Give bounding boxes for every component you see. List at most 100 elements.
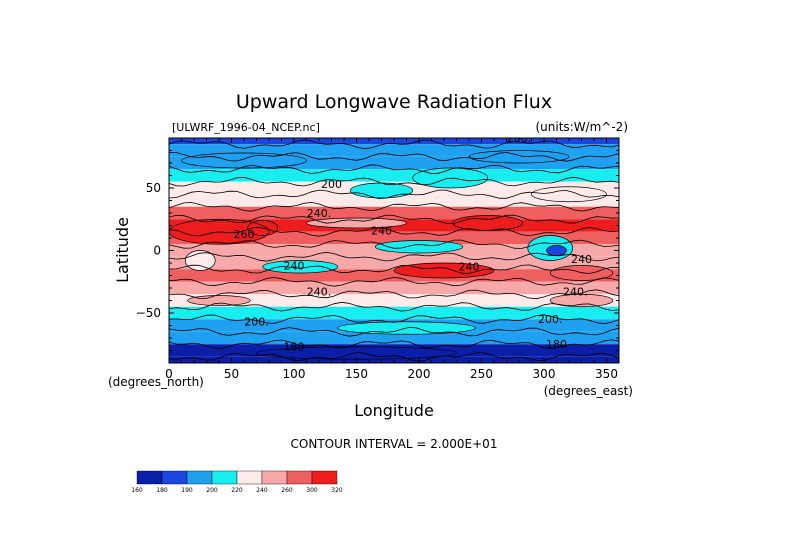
contour-line xyxy=(169,189,619,200)
x-tick-label: 100 xyxy=(283,367,306,381)
contour-label: 200 xyxy=(321,178,342,191)
contour-line xyxy=(247,220,279,236)
colorbar-swatch xyxy=(236,470,263,485)
colorbar-swatch xyxy=(211,470,238,485)
x-tick-label: 250 xyxy=(470,367,493,381)
colorbar-label: 200 xyxy=(206,487,218,494)
flux-band xyxy=(169,206,619,220)
flux-band xyxy=(169,138,619,145)
contour-interval-label: CONTOUR INTERVAL = 2.000E+01 xyxy=(291,437,498,451)
contour-label: 200. xyxy=(244,316,269,329)
contour-line xyxy=(169,276,619,287)
contour-line xyxy=(184,250,216,271)
colorbar-swatch xyxy=(186,470,213,485)
x-tick-label: 300 xyxy=(533,367,556,381)
contour-line xyxy=(337,321,476,335)
colorbar-label: 220 xyxy=(231,487,243,494)
units-label: (units:W/m^-2) xyxy=(535,120,628,134)
flux-patch xyxy=(531,186,607,202)
x-tick-label: 350 xyxy=(595,367,618,381)
x-axis-label: Longitude xyxy=(354,401,434,420)
contour-label: 240. xyxy=(307,207,332,220)
colorbar-label: 320 xyxy=(331,487,343,494)
contour-line xyxy=(468,150,570,164)
flux-patch xyxy=(452,215,523,231)
colorbar-swatch xyxy=(286,470,313,485)
contour-line xyxy=(262,260,339,274)
colorbar-swatch xyxy=(311,470,338,485)
contour-label: 200. xyxy=(538,313,563,326)
flux-patch xyxy=(375,240,463,253)
x-tick-label: 0 xyxy=(165,367,173,381)
colorbar-label: 160 xyxy=(131,487,143,494)
contour-label: 240 xyxy=(371,224,392,237)
flux-band xyxy=(169,169,619,182)
y-tick-label: 0 xyxy=(153,244,161,258)
x-tick-label: 150 xyxy=(345,367,368,381)
flux-patch xyxy=(262,260,338,273)
contour-line xyxy=(169,164,619,174)
flux-patch xyxy=(256,346,457,360)
file-label: [ULWRF_1996-04_NCEP.nc] xyxy=(172,121,320,134)
flux-band xyxy=(169,194,619,207)
contour-line xyxy=(169,314,619,325)
flux-band xyxy=(169,331,619,345)
y-tick-label: −50 xyxy=(136,306,161,320)
contour-label: 240. xyxy=(563,286,588,299)
flux-band xyxy=(169,231,619,245)
x-tick-label: 50 xyxy=(224,367,239,381)
contour-line xyxy=(527,235,574,261)
contour-line xyxy=(169,226,619,237)
contour-label: 260 xyxy=(234,228,255,241)
flux-patch xyxy=(469,150,569,163)
contour-line xyxy=(349,182,414,199)
contour-line xyxy=(452,215,524,231)
contour-label: 240 xyxy=(459,261,480,274)
colorbar-label: 300 xyxy=(306,487,318,494)
contour-label: 240. xyxy=(307,286,332,299)
colorbar-label: 240 xyxy=(256,487,268,494)
plot-area: 200. 200 240. 260 240 240 240 240 240. 240. 200. 20… xyxy=(169,132,619,363)
flux-patch xyxy=(394,263,494,278)
contour-line xyxy=(169,251,619,262)
flux-band xyxy=(169,294,619,307)
contour-line xyxy=(393,262,495,279)
contour-line xyxy=(169,339,619,350)
contour-line xyxy=(169,326,619,337)
flux-patch xyxy=(306,218,407,228)
colorbar-swatch xyxy=(136,470,163,485)
contour-line xyxy=(374,240,464,254)
contour-line xyxy=(169,301,619,312)
contour-line xyxy=(169,176,619,187)
contour-line xyxy=(549,265,614,281)
contour-line xyxy=(169,201,619,212)
y-tick-label: 50 xyxy=(146,181,161,195)
y-units-label: (degrees_north) xyxy=(108,375,204,389)
flux-patch xyxy=(546,245,567,256)
contour-label: 180 xyxy=(284,341,305,354)
flux-band xyxy=(169,281,619,295)
contour-label: 240 xyxy=(571,253,592,266)
y-axis-label: Latitude xyxy=(113,217,132,283)
colorbar-swatch xyxy=(261,470,288,485)
x-tick-label: 200 xyxy=(408,367,431,381)
contour-label: 240 xyxy=(284,259,305,272)
colorbar-label: 190 xyxy=(181,487,193,494)
contour-label: 200. xyxy=(507,132,532,145)
contour-line xyxy=(169,152,619,162)
colorbar-label: 260 xyxy=(281,487,293,494)
contour-line xyxy=(306,217,407,229)
flux-band xyxy=(169,306,619,320)
contour-line xyxy=(169,264,619,274)
contour-line xyxy=(169,289,619,300)
contour-line xyxy=(412,167,489,189)
colorbar-swatch xyxy=(161,470,188,485)
contour-line xyxy=(169,239,619,249)
colorbar: 160 180 190 200 220 240 260 300 320 xyxy=(131,470,343,494)
contour-line xyxy=(546,245,567,256)
contour-line xyxy=(169,214,619,224)
contour-line xyxy=(531,186,607,203)
colorbar-label: 180 xyxy=(156,487,168,494)
contour-line xyxy=(169,218,270,245)
